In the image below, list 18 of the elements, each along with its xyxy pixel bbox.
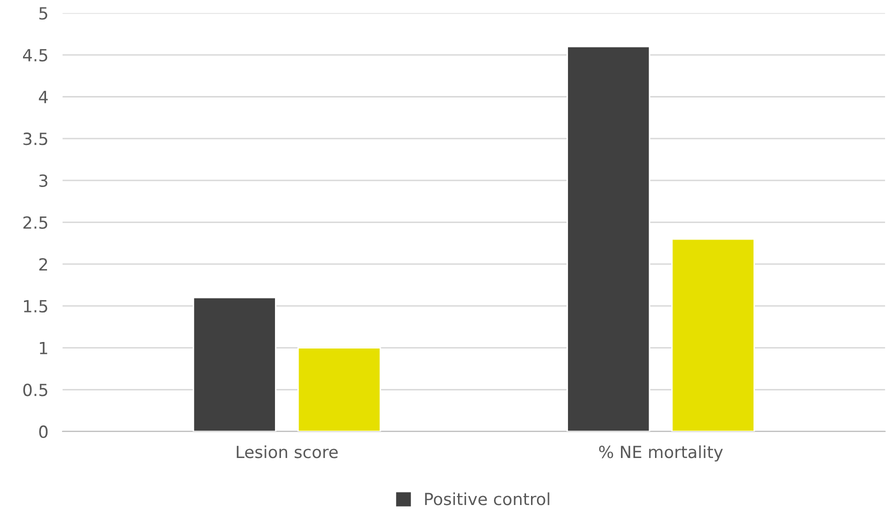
bar [671, 238, 755, 432]
y-tick-label: 2 [39, 258, 48, 270]
y-tick-label: 2.5 [23, 216, 48, 229]
bar [297, 347, 382, 432]
y-tick-label: 5 [39, 7, 48, 20]
y-tick-label: 1.5 [24, 300, 48, 313]
y-tick-label: 1 [40, 342, 48, 354]
y-tick-label: 4 [38, 90, 48, 104]
legend-label: Positive control [425, 492, 550, 506]
y-tick-label: 3 [39, 174, 48, 188]
y-tick-label: 0 [39, 425, 48, 438]
y-tick-label: 0.5 [23, 384, 48, 396]
bar [192, 296, 276, 432]
bar [566, 46, 650, 432]
y-tick-label: 4.5 [23, 49, 48, 62]
y-tick-label: 3.5 [23, 132, 48, 146]
x-tick-label: Lesion score [236, 445, 338, 458]
x-tick-label: % NE mortality [599, 445, 723, 462]
